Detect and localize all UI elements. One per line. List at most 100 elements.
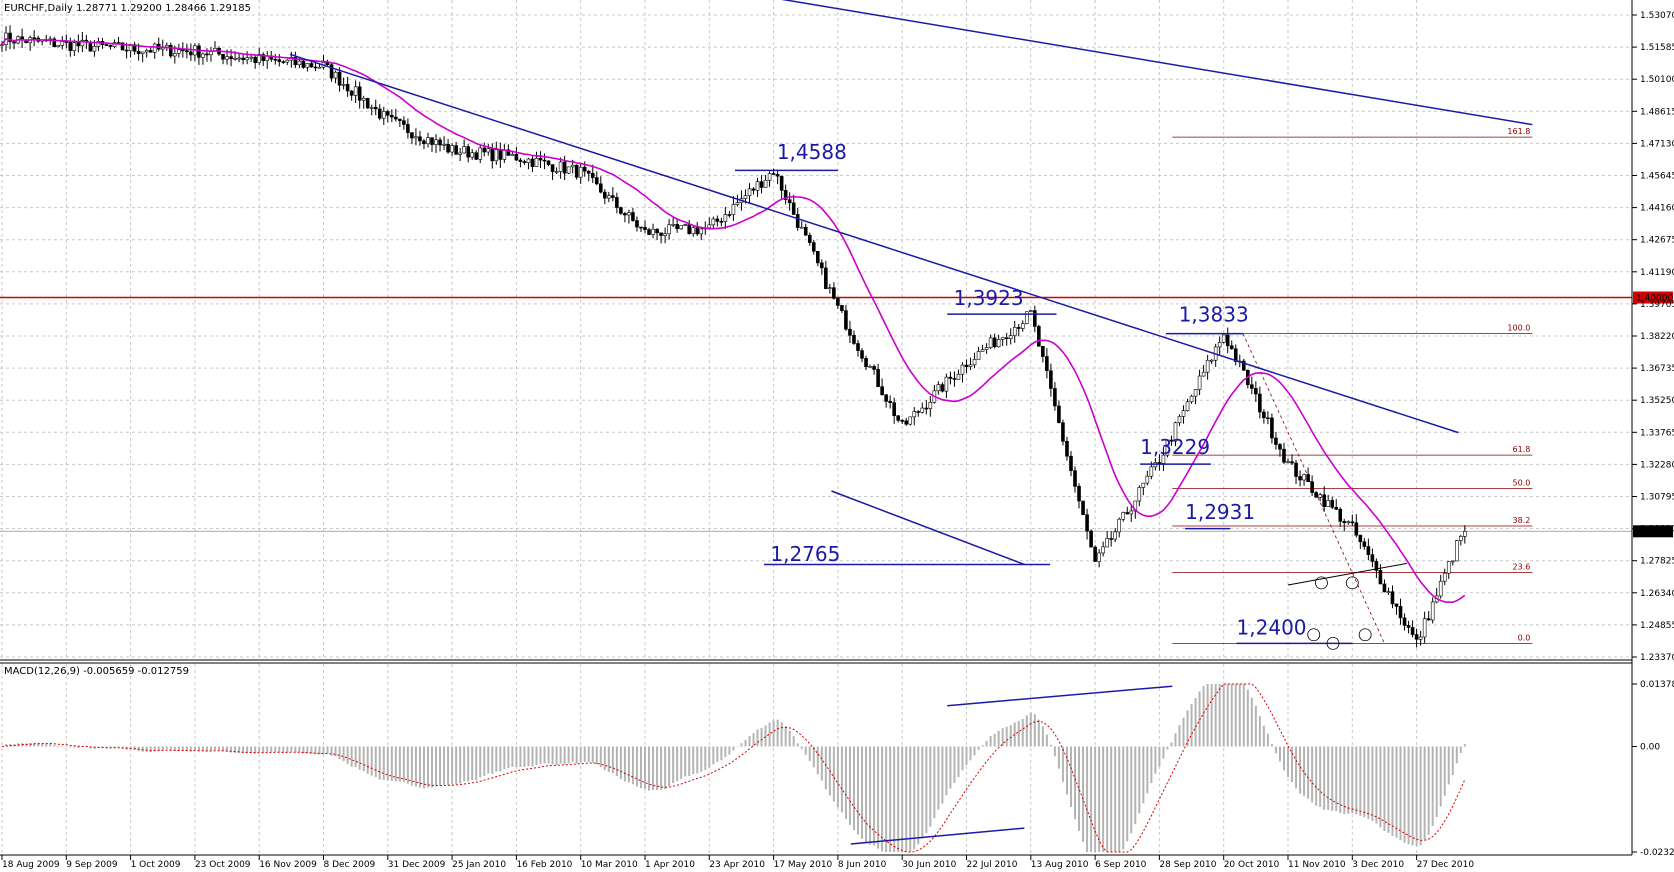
price-annotation: 1,4588 [777,140,847,164]
candle-body [944,376,949,392]
candle-body [1217,342,1222,348]
neckline [1287,562,1408,586]
candle-body [530,158,535,167]
candle-body [438,139,442,146]
lower-channel-line [831,490,1025,566]
candle-body [1382,583,1387,593]
candle-body [1318,494,1322,498]
candle-body [1374,561,1379,571]
macd-panel [0,663,1632,855]
candle-body [651,228,655,235]
moving-average-line [1,37,1466,603]
candle-body [1193,389,1198,397]
candle-body [735,202,740,205]
x-tick-label: 8 Jun 2010 [838,860,887,870]
candle-body [856,343,860,351]
candle-body [1049,370,1053,389]
candle-body [261,54,266,61]
candle-body [763,179,768,188]
fib-level-label: 50.0 [1513,478,1531,487]
candle-body [185,50,189,53]
candle-body [996,339,1001,348]
candle-body [767,173,772,181]
candle-body [936,384,941,392]
pattern-circle [1307,628,1321,642]
candle-body [631,212,635,221]
candle-body [1330,500,1335,508]
candle-body [1250,384,1254,389]
fib-level-label: 0.0 [1518,633,1531,642]
candle-body [699,228,704,235]
candle-body [1290,461,1294,464]
candle-body [454,145,458,155]
candle-body [410,132,414,139]
y-tick-label: 1.32280 [1640,460,1674,470]
candle-body [984,347,989,350]
candle-body [398,118,402,121]
candle-body [490,148,495,162]
candle-body [233,57,237,60]
candle-body [550,164,555,172]
candle-body [281,61,286,63]
candle-body [144,50,149,53]
candle-body [928,402,933,409]
candle-body [707,224,712,229]
candle-body [683,224,687,226]
x-tick-label: 23 Apr 2010 [709,860,765,870]
candle-body [864,357,868,368]
candle-body [1077,486,1081,502]
candle-body [72,42,77,51]
candle-body [779,175,784,191]
candle-body [506,149,511,156]
x-tick-label: 9 Sep 2009 [66,860,118,870]
price-annotation: 1,3229 [1140,435,1210,459]
candle-body [940,384,945,392]
candle-body [611,195,615,198]
candle-body [1422,618,1427,638]
candle-body [482,147,487,153]
candle-body [446,144,450,153]
price-annotation: 1,3833 [1179,302,1249,326]
candle-body [952,378,957,380]
macd-series [1,683,1466,853]
x-tick-label: 22 Jul 2010 [967,860,1018,870]
candle-body [1402,617,1407,626]
candle-body [301,60,306,68]
candle-body [848,328,852,336]
candle-body [566,166,571,174]
pattern-circle [1358,628,1372,642]
candle-body [442,144,446,146]
candle-body [329,64,334,79]
candle-body [948,376,953,379]
candle-body [1241,360,1246,371]
candle-body [1294,462,1298,477]
candle-body [912,411,917,418]
candle-body [104,44,109,46]
candle-body [1141,482,1146,488]
candle-body [381,111,386,119]
candle-body [964,364,969,367]
candle-body [245,57,249,61]
x-tick-label: 30 Jun 2010 [902,860,956,870]
candle-body [1342,521,1347,524]
candle-body [795,214,800,228]
fib-level-label: 100.0 [1507,324,1530,333]
candle-body [1145,475,1150,484]
candle-body [313,66,318,69]
candle-body [205,53,209,56]
candle-body [1065,440,1069,457]
candle-body [1165,439,1170,456]
candle-body [1254,388,1258,395]
candle-body [783,190,788,201]
candle-body [1370,554,1375,562]
candle-body [671,224,675,226]
candle-body [872,366,876,370]
pattern-circle [1315,576,1328,590]
candle-body [361,97,366,101]
candle-body [377,108,382,119]
y-tick-label: 1.50100 [1640,75,1674,85]
candle-body [619,207,623,214]
candle-body [908,416,913,425]
candle-body [124,49,129,52]
